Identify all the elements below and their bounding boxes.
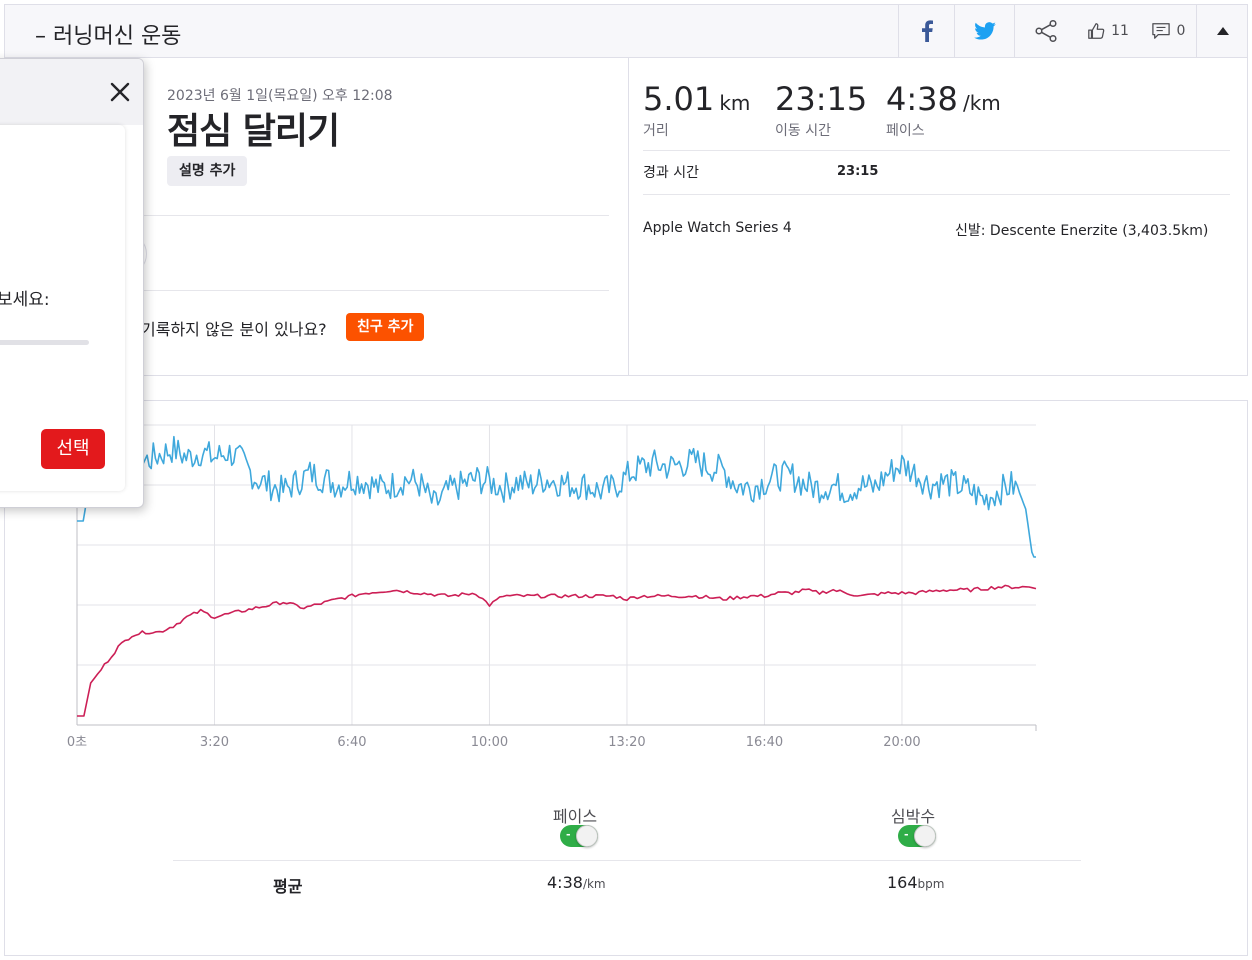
pace-heartrate-chart: 0초 3:20 6:40 10:00 13:20 16:40 20:00	[67, 424, 1037, 750]
toggle-knob	[914, 825, 936, 847]
toggle-on-icon: -	[904, 828, 909, 841]
comment-icon	[1151, 23, 1170, 39]
activity-type-title: – 러닝머신 운동	[35, 24, 182, 49]
share-icon	[1034, 19, 1057, 43]
divider	[135, 290, 609, 291]
shoes-info: 신발: Descente Enerzite (3,403.5km)	[955, 223, 1209, 239]
heartrate-series-line	[77, 584, 1037, 717]
twitter-icon	[973, 22, 996, 40]
average-heartrate-unit: bpm	[917, 877, 945, 891]
comments-button[interactable]: 0	[1140, 5, 1196, 57]
distance-value: 5.01	[643, 80, 715, 118]
facebook-share-button[interactable]	[898, 5, 954, 57]
divider	[643, 194, 1230, 195]
toggle-knob	[576, 825, 598, 847]
divider	[643, 150, 1230, 151]
moving-time-stat: 23:15 이동 시간	[775, 80, 867, 140]
dialog-prompt: 보세요:	[0, 290, 50, 310]
pace-unit: /km	[962, 91, 1001, 115]
x-tick-label: 20:00	[883, 735, 920, 750]
x-tick-label: 3:20	[200, 735, 229, 750]
x-tick-label: 0초	[67, 735, 87, 750]
average-pace-value: 4:38	[547, 873, 583, 892]
pace-label: 페이스	[886, 123, 925, 139]
x-tick-label: 6:40	[337, 735, 366, 750]
add-friend-button[interactable]: 친구 추가	[346, 313, 425, 341]
activity-header: – 러닝머신 운동 11 0	[4, 4, 1248, 58]
moving-time-value: 23:15	[775, 80, 868, 118]
average-label: 평균	[273, 877, 303, 896]
analysis-chart-panel: 0초 3:20 6:40 10:00 13:20 16:40 20:00 페이스 - 심박수…	[4, 400, 1248, 956]
add-description-button[interactable]: 설명 추가	[167, 156, 248, 186]
friends-question: 기록하지 않은 분이 있나요?	[141, 320, 327, 339]
average-pace-unit: /km	[582, 877, 606, 891]
average-heartrate: 164bpm	[887, 873, 944, 892]
thumbs-up-icon	[1088, 23, 1105, 39]
average-heartrate-value: 164	[887, 873, 918, 892]
pace-toggle[interactable]: -	[560, 825, 598, 847]
caret-up-icon	[1216, 27, 1229, 35]
kudos-count: 11	[1111, 23, 1129, 39]
pace-stat: 4:38 /km 페이스	[886, 80, 1001, 140]
distance-stat: 5.01 km 거리	[643, 80, 750, 140]
elapsed-time-label: 경과 시간	[643, 165, 699, 181]
legend-pace-label: 페이스	[552, 807, 598, 826]
toggle-on-icon: -	[566, 828, 571, 841]
x-tick-label: 13:20	[608, 735, 645, 750]
distance-label: 거리	[643, 123, 669, 139]
close-icon[interactable]	[109, 81, 131, 103]
legend-heartrate-label: 심박수	[890, 807, 936, 826]
pace-value: 4:38	[886, 80, 958, 118]
activity-name[interactable]: 점심 달리기	[167, 111, 340, 152]
heartrate-toggle[interactable]: -	[898, 825, 936, 847]
selection-dialog: 보세요: 선택	[0, 58, 144, 508]
activity-summary: 2023년 6월 1일(목요일) 오후 12:08 점심 달리기 설명 추가 기…	[4, 58, 1248, 376]
average-pace: 4:38/km	[547, 873, 606, 892]
column-divider	[628, 58, 629, 375]
pace-series-line	[77, 435, 1036, 558]
kudos-button[interactable]: 11	[1076, 5, 1140, 57]
facebook-icon	[921, 20, 933, 42]
collapse-button[interactable]	[1196, 5, 1248, 57]
twitter-share-button[interactable]	[954, 5, 1014, 57]
device-name: Apple Watch Series 4	[643, 220, 792, 236]
select-button[interactable]: 선택	[41, 429, 105, 469]
divider	[173, 860, 1081, 861]
comments-count: 0	[1176, 23, 1186, 39]
share-button[interactable]	[1014, 5, 1076, 57]
dialog-slider-track[interactable]	[0, 340, 89, 345]
elapsed-time-value: 23:15	[837, 164, 879, 179]
divider	[135, 215, 609, 216]
activity-datetime: 2023년 6월 1일(목요일) 오후 12:08	[167, 88, 393, 104]
x-tick-label: 16:40	[746, 735, 783, 750]
x-tick-label: 10:00	[471, 735, 508, 750]
distance-unit: km	[719, 91, 751, 115]
moving-time-label: 이동 시간	[775, 123, 831, 139]
